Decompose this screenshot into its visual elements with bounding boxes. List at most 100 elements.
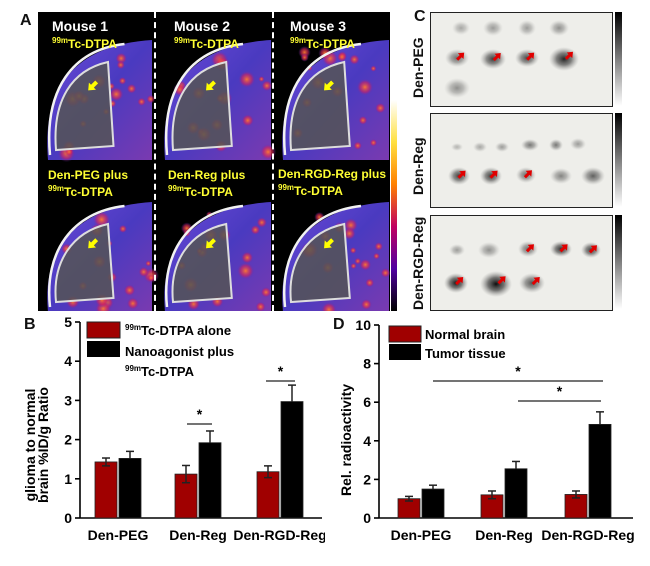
uptake-spot bbox=[118, 76, 127, 85]
significance-marker: * bbox=[187, 406, 212, 425]
treatment-name: Den-RGD-Reg plus bbox=[278, 167, 386, 181]
error-bar bbox=[264, 465, 272, 479]
uptake-spot bbox=[365, 278, 375, 288]
legend-label: Nanoagonist plus bbox=[125, 344, 234, 359]
scan-image bbox=[164, 202, 272, 311]
tissue-spot bbox=[549, 139, 563, 151]
tissue-spot bbox=[478, 242, 500, 258]
uptake-spot bbox=[358, 115, 368, 125]
tissue-spot bbox=[570, 138, 586, 150]
uptake-spot bbox=[238, 70, 256, 89]
mouse-title: Mouse 3 bbox=[290, 18, 347, 34]
divider-line bbox=[154, 12, 156, 311]
tissue-spot bbox=[444, 78, 470, 98]
y-axis-label: brain %ID/g Ratio bbox=[35, 387, 51, 503]
treatment-name: Den-Reg plus bbox=[168, 168, 246, 182]
chart-d: 0 2 4 6 8 10 Den-PEG Den-Reg Den-RGD-Reg * * Rel. … bbox=[338, 317, 635, 543]
uptake-spot bbox=[138, 266, 150, 278]
tissue-spot bbox=[495, 142, 509, 152]
tumor-arrow-icon bbox=[206, 238, 216, 249]
tumor-arrow-icon bbox=[531, 277, 540, 286]
spect-ct-image-grid: Mouse 1 99mTc-DTPA Mouse 2 99mTc-DTPA Mo… bbox=[38, 12, 390, 311]
uptake-spot bbox=[126, 297, 140, 310]
y-tick-label: 6 bbox=[363, 394, 371, 410]
series-name: Tc-DTPA bbox=[141, 364, 195, 379]
brain-region bbox=[54, 222, 115, 304]
uptake-spot bbox=[369, 138, 378, 147]
x-tick-label: Den-RGD-Reg bbox=[233, 527, 325, 543]
uptake-spot bbox=[255, 301, 266, 311]
brain-region bbox=[289, 60, 351, 152]
x-tick-label: Den-RGD-Reg bbox=[541, 527, 634, 543]
significance-star: * bbox=[197, 406, 203, 422]
uptake-spot bbox=[354, 257, 362, 265]
scan-label-mouse-3: Mouse 3 99mTc-DTPA bbox=[290, 18, 355, 51]
spect-ct-scans bbox=[47, 40, 390, 311]
series-name: Tc-DTPA alone bbox=[141, 323, 231, 338]
tracer-name: Tc-DTPA bbox=[68, 37, 117, 51]
error-bar bbox=[512, 460, 520, 469]
y-axis-label: Rel. radioactivity bbox=[338, 384, 354, 496]
tumor-arrow-icon bbox=[523, 170, 532, 179]
legend-label: 99mTc-DTPA alone bbox=[125, 323, 231, 338]
tumor-arrow-icon bbox=[489, 170, 498, 179]
legend-swatch-tumor-tissue bbox=[389, 344, 421, 360]
uptake-spot bbox=[321, 301, 337, 311]
panel-b-label: B bbox=[24, 316, 36, 333]
x-tick-label: Den-PEG bbox=[391, 527, 452, 543]
uptake-spot bbox=[241, 114, 255, 127]
autoradiograph-den-rgd-reg bbox=[430, 215, 613, 311]
uptake-spot bbox=[126, 83, 137, 94]
tissue-spot bbox=[483, 20, 503, 36]
panel-a-colorbar bbox=[391, 100, 397, 311]
mouse-title: Mouse 2 bbox=[174, 18, 231, 34]
tumor-arrow-icon bbox=[525, 244, 534, 253]
panel-d-label: D bbox=[333, 316, 345, 333]
uptake-spot bbox=[348, 54, 360, 65]
tumor-arrow-icon bbox=[588, 245, 597, 254]
tissue-spot bbox=[449, 244, 465, 256]
uptake-spot bbox=[240, 251, 254, 264]
uptake-spot bbox=[360, 298, 373, 311]
tumor-arrow-icon bbox=[88, 80, 99, 91]
mouse-title: Mouse 1 bbox=[52, 18, 109, 34]
tumor-arrow-icon bbox=[455, 277, 464, 286]
scan-image bbox=[164, 40, 277, 161]
tumor-arrow-icon bbox=[324, 80, 334, 91]
panel-c-label: C bbox=[414, 8, 426, 25]
skull-outline bbox=[47, 204, 125, 308]
uptake-spot bbox=[118, 224, 128, 234]
isotope-superscript: 99m bbox=[290, 36, 307, 45]
tracer-name: Tc-DTPA bbox=[190, 37, 239, 51]
y-tick-label: 3 bbox=[64, 392, 72, 408]
uptake-spot bbox=[115, 52, 128, 65]
chart-b: 0 1 2 3 4 5 Den-PEG Den-Reg Den-RGD-Reg * * glioma… bbox=[22, 314, 325, 543]
panel-a-label: A bbox=[20, 12, 32, 29]
scan-label-den-rgd-reg: Den-RGD-Reg plus 99mTc-DTPA bbox=[278, 167, 386, 198]
tissue-spot bbox=[521, 139, 539, 151]
bar bbox=[421, 488, 445, 519]
uptake-spot bbox=[359, 258, 372, 271]
tissue-spot bbox=[473, 142, 487, 152]
tumor-arrow-icon bbox=[456, 52, 465, 61]
row-label-den-rgd-reg: Den-RGD-Reg bbox=[410, 216, 426, 310]
tumor-arrow-icon bbox=[457, 170, 466, 179]
tissue-spot bbox=[452, 21, 470, 35]
tumor-arrow-icon bbox=[492, 53, 501, 62]
legend-swatch-tc-dtpa-alone bbox=[86, 321, 121, 339]
brain-region bbox=[54, 60, 115, 152]
uptake-spot bbox=[145, 260, 152, 267]
scan-label-den-peg: Den-PEG plus 99mTc-DTPA bbox=[48, 168, 128, 199]
brain-region bbox=[171, 60, 233, 152]
tissue-spot bbox=[581, 167, 605, 185]
uptake-spot bbox=[370, 65, 377, 72]
brain-region bbox=[289, 222, 351, 304]
y-tick-label: 10 bbox=[355, 317, 371, 333]
uptake-spot bbox=[260, 286, 272, 298]
y-tick-label: 0 bbox=[64, 510, 72, 526]
uptake-spot bbox=[353, 141, 363, 151]
uptake-spot bbox=[349, 246, 357, 254]
error-bar bbox=[572, 490, 580, 499]
error-bar bbox=[405, 495, 413, 502]
uptake-spot bbox=[380, 267, 390, 278]
